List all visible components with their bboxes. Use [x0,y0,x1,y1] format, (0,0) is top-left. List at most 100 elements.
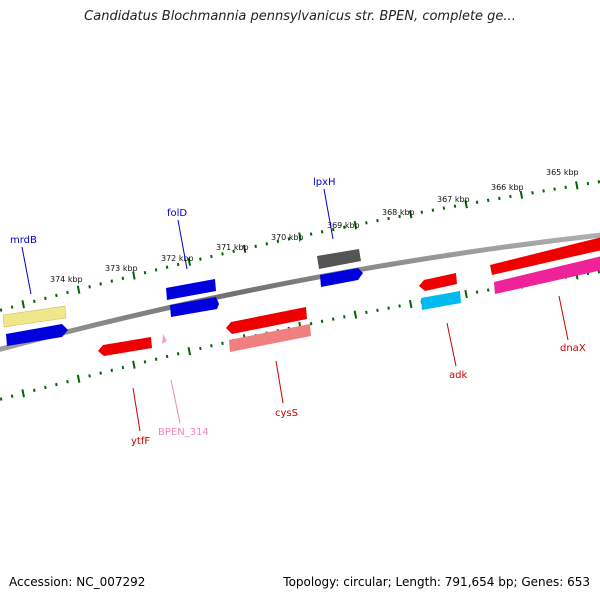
outer-row-tick [343,225,346,229]
gene-features [2,237,600,356]
gene-feature-cyan[interactable] [421,291,461,310]
outer-row-tick [365,221,368,225]
outer-row-tick [210,254,213,259]
outer-row-tick [199,257,202,261]
gene-feature-ytfF[interactable] [98,337,152,356]
outer-row-tick [88,285,91,289]
inner-row-tick [110,368,114,372]
gene-feature-yellow[interactable] [2,305,67,328]
inner-row-tick [33,388,36,392]
gene-feature-mrdB[interactable] [6,324,68,346]
inner-row-tick [221,341,224,345]
inner-row-tick [176,352,180,356]
outer-row-tick [431,208,435,212]
scale-label: 373 kbp [105,264,138,273]
inner-row-tick [210,344,213,348]
gene-label-cysS[interactable]: cysS [275,408,298,419]
outer-row-tick [464,200,468,209]
outer-row-tick [564,185,567,189]
leader-line-BPEN-314 [170,379,181,424]
inner-row-tick [132,360,136,369]
outer-row-tick [453,204,457,208]
gene-feature-cysS-upper[interactable] [226,307,307,334]
gene-label-mrdB[interactable]: mrdB [10,235,37,246]
gene-feature-folD-lower[interactable] [170,297,219,317]
outer-row-tick [143,271,147,275]
gene-label-BPEN-314[interactable]: BPEN_314 [158,427,209,438]
inner-row-tick [55,382,58,387]
outer-row-tick [21,300,25,309]
outer-row-tick [265,242,269,246]
gene-feature-lpxH[interactable] [320,268,363,287]
inner-row-tick [143,360,147,364]
inner-row-tick [387,306,390,310]
topology-summary: Topology: circular; Length: 791,654 bp; … [283,575,590,589]
outer-row-tick [542,189,545,193]
outer-tick-row [0,180,600,312]
outer-row-tick [0,308,3,312]
inner-row-tick [353,310,358,319]
inner-row-tick [154,357,158,361]
outer-row-tick [254,244,257,248]
inner-row-tick [365,310,368,315]
scale-labels: 365 kbp 366 kbp 367 kbp 368 kbp 369 kbp 370 k… [50,168,579,284]
outer-row-tick [287,237,291,241]
outer-row-tick [66,290,69,295]
scale-label: 366 kbp [491,183,524,192]
gene-feature-BPEN-314[interactable] [162,334,167,344]
outer-row-tick [387,216,390,221]
inner-row-tick [76,374,81,383]
outer-row-tick [110,279,114,283]
scale-label: 372 kbp [161,254,194,263]
outer-row-tick [498,196,501,201]
outer-row-tick [132,271,136,280]
gene-feature-cysS-lower[interactable] [229,324,311,352]
scale-label: 368 kbp [382,208,415,217]
gene-feature-adk[interactable] [419,273,457,291]
inner-row-tick [376,308,379,312]
outer-row-tick [298,232,302,241]
outer-row-tick [509,194,512,199]
accession-text: Accession: NC_007292 [9,575,146,589]
gene-feature-dnaX[interactable] [494,256,600,294]
outer-row-tick [10,305,14,309]
outer-row-tick [586,181,590,186]
outer-row-tick [553,187,556,191]
inner-row-tick [0,397,3,401]
inner-row-tick [10,394,14,398]
outer-row-tick [398,214,401,219]
outer-row-tick [232,249,235,253]
inner-row-tick [121,365,125,370]
gene-label-lpxH[interactable]: lpxH [313,177,336,188]
gene-label-folD[interactable]: folD [167,208,187,219]
outer-row-tick [44,296,47,301]
scale-label: 374 kbp [50,275,83,284]
outer-row-tick [331,227,335,232]
gene-label-ytfF[interactable]: ytfF [131,436,150,447]
outer-row-tick [420,210,424,214]
outer-row-tick [276,239,280,243]
gene-label-dnaX[interactable]: dnaX [560,343,586,354]
outer-row-tick [376,218,379,223]
gene-feature-right-red[interactable] [490,237,600,275]
gene-label-adk[interactable]: adk [449,370,467,381]
inner-row-tick [331,317,335,321]
scale-label: 369 kbp [327,221,360,230]
outer-row-tick [55,293,58,298]
leader-line-mrdB [21,246,32,295]
outer-row-tick [221,252,224,256]
leader-line-dnaX [558,295,569,341]
inner-row-tick [165,354,169,359]
outer-row-tick [486,198,490,202]
outer-row-tick [531,191,534,195]
outer-row-tick [575,181,579,190]
outer-row-tick [99,282,102,286]
outer-row-tick [408,210,413,219]
scale-label: 370 kbp [271,233,304,242]
outer-row-tick [353,220,358,230]
gene-feature-grey[interactable] [317,249,361,269]
genome-backbone [0,232,600,352]
gene-feature-folD-upper[interactable] [166,279,216,300]
scale-label: 367 kbp [437,195,470,204]
